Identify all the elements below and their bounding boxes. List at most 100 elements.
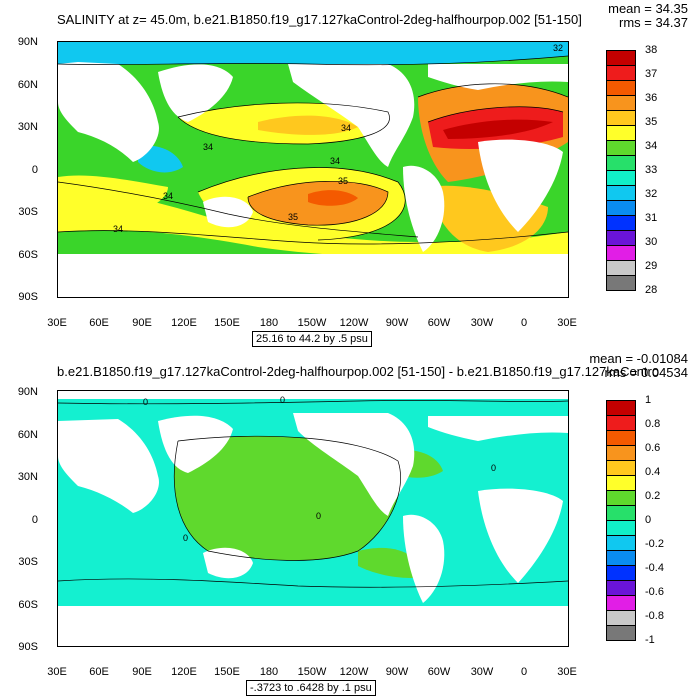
legend-swatch: [606, 580, 636, 596]
legend-swatch: [606, 490, 636, 506]
top-y-label: 60N: [17, 79, 38, 91]
legend-label: 0.6: [645, 442, 661, 454]
legend-label: -0.6: [645, 586, 664, 598]
contour-label: 34: [203, 142, 213, 152]
top-salinity-map: 32 34 34 34 34 35 35 34: [58, 42, 568, 297]
contour-label: 0: [280, 395, 285, 405]
legend-swatch: [606, 260, 636, 276]
legend-swatch: [606, 50, 636, 66]
bottom-difference-map: 0 0 0 0 0: [58, 391, 568, 646]
legend-swatch: [606, 595, 636, 611]
bottom-x-label: 60W: [427, 666, 451, 678]
legend-swatch: [606, 200, 636, 216]
bottom-x-label: 180: [259, 666, 279, 678]
legend-label: 35: [645, 116, 658, 128]
bottom-x-label: 0: [520, 666, 528, 678]
top-x-label: 0: [520, 317, 528, 329]
legend-swatch: [606, 520, 636, 536]
bottom-x-label: 90E: [132, 666, 152, 678]
contour-label: 34: [163, 191, 173, 201]
bottom-x-label: 150E: [214, 666, 240, 678]
legend-swatch: [606, 415, 636, 431]
top-y-label: 60S: [18, 249, 38, 261]
top-x-label: 150W: [297, 317, 327, 329]
legend-label: 31: [645, 212, 658, 224]
contour-label: 32: [553, 43, 563, 53]
top-map-plot: 32 34 34 34 34 35 35 34: [57, 41, 569, 298]
legend-swatch: [606, 65, 636, 81]
legend-label: 0.4: [645, 466, 661, 478]
legend-label: 29: [645, 260, 658, 272]
legend-label: 32: [645, 188, 658, 200]
bottom-x-label: 30W: [470, 666, 494, 678]
bottom-x-label: 60E: [89, 666, 109, 678]
top-legend-bar: [606, 50, 636, 291]
top-y-label: 30S: [18, 206, 38, 218]
bottom-y-label: 30S: [18, 556, 38, 568]
contour-label: 35: [338, 176, 348, 186]
legend-swatch: [606, 625, 636, 641]
top-y-label: 90S: [18, 291, 38, 303]
legend-label: 36: [645, 92, 658, 104]
legend-swatch: [606, 565, 636, 581]
legend-swatch: [606, 110, 636, 126]
top-plot-title: SALINITY at z= 45.0m, b.e21.B1850.f19_g1…: [57, 12, 582, 27]
top-x-label: 30W: [470, 317, 494, 329]
legend-swatch: [606, 460, 636, 476]
top-x-label: 120E: [171, 317, 197, 329]
top-y-label: 30N: [17, 121, 38, 133]
legend-label: -0.2: [645, 538, 664, 550]
legend-swatch: [606, 170, 636, 186]
bottom-x-label: 30E: [557, 666, 577, 678]
bottom-x-label: 90W: [385, 666, 409, 678]
contour-label: 0: [491, 463, 496, 473]
legend-label: 28: [645, 284, 658, 296]
top-mean-text: mean = 34.35: [608, 1, 688, 16]
top-x-label: 90W: [385, 317, 409, 329]
legend-swatch: [606, 505, 636, 521]
top-x-label: 60E: [89, 317, 109, 329]
legend-label: 30: [645, 236, 658, 248]
top-x-label: 90E: [132, 317, 152, 329]
legend-swatch: [606, 275, 636, 291]
legend-swatch: [606, 95, 636, 111]
legend-swatch: [606, 550, 636, 566]
bottom-y-label: 30N: [17, 471, 38, 483]
bottom-legend-bar: [606, 400, 636, 641]
top-x-label: 150E: [214, 317, 240, 329]
contour-label: 34: [330, 156, 340, 166]
legend-label: 33: [645, 164, 658, 176]
legend-swatch: [606, 185, 636, 201]
legend-swatch: [606, 245, 636, 261]
top-x-label: 120W: [339, 317, 369, 329]
bottom-y-label: 0: [31, 514, 38, 526]
legend-label: 37: [645, 68, 658, 80]
legend-swatch: [606, 400, 636, 416]
legend-label: 0.8: [645, 418, 661, 430]
legend-swatch: [606, 155, 636, 171]
top-y-label: 0: [31, 164, 38, 176]
legend-label: 1: [645, 394, 652, 406]
legend-swatch: [606, 230, 636, 246]
bottom-contour-info: -.3723 to .6428 by .1 psu: [246, 680, 376, 696]
legend-swatch: [606, 80, 636, 96]
contour-label: 0: [316, 511, 321, 521]
top-contour-info: 25.16 to 44.2 by .5 psu: [252, 331, 372, 347]
bottom-y-label: 90N: [17, 386, 38, 398]
legend-label: 0: [645, 514, 652, 526]
contour-label: 0: [143, 397, 148, 407]
legend-swatch: [606, 125, 636, 141]
legend-label: -0.8: [645, 610, 664, 622]
legend-swatch: [606, 610, 636, 626]
legend-label: 34: [645, 140, 658, 152]
contour-label: 34: [341, 123, 351, 133]
legend-swatch: [606, 215, 636, 231]
legend-swatch: [606, 445, 636, 461]
top-x-label: 60W: [427, 317, 451, 329]
bottom-map-plot: 0 0 0 0 0: [57, 390, 569, 647]
contour-label: 0: [183, 533, 188, 543]
legend-label: 38: [645, 44, 658, 56]
legend-swatch: [606, 475, 636, 491]
legend-label: 0.2: [645, 490, 661, 502]
legend-swatch: [606, 430, 636, 446]
